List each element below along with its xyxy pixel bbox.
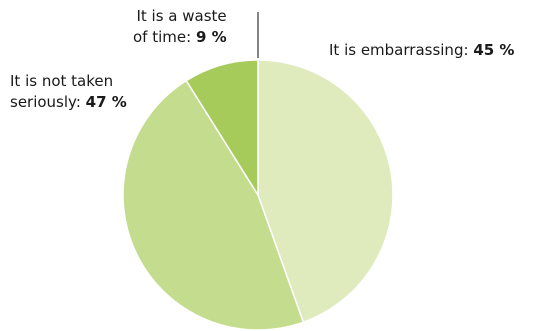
pie-slice-waste-of-time — [185, 59, 259, 198]
slice-label-embarrassing: It is embarrassing: 45 % — [329, 40, 514, 61]
slice-label-not-taken-seriously: It is not taken seriously: 47 % — [10, 71, 127, 113]
slice-label-line: It is not taken — [10, 72, 114, 90]
slice-value-label: 47 % — [85, 93, 127, 111]
slice-label-waste-of-time: It is a waste of time: 9 % — [133, 6, 227, 48]
slice-label-text: It is embarrassing: — [329, 41, 469, 59]
slice-label-line: of time: — [133, 28, 192, 46]
pie-slice-embarrassing — [257, 59, 394, 324]
slice-label-line: It is a waste — [136, 7, 227, 25]
slice-label-line: seriously: — [10, 93, 81, 111]
slice-value-label: 9 % — [195, 28, 227, 46]
slice-value-label: 45 % — [473, 41, 515, 59]
pie-slice-not-taken-seriously — [122, 79, 305, 331]
